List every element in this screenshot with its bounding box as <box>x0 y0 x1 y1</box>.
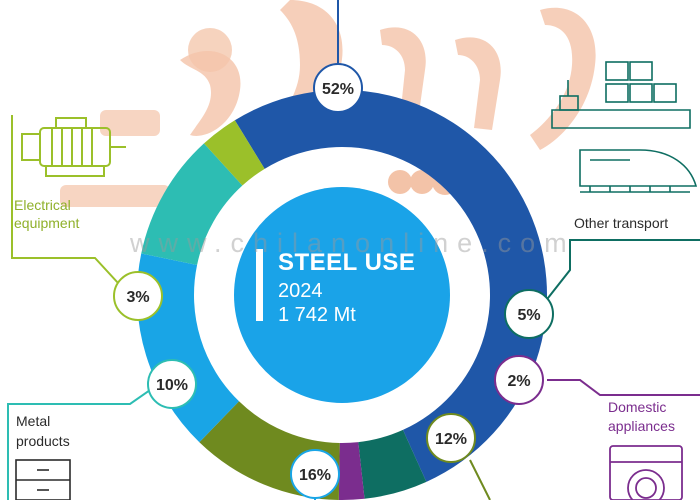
center-total: 1 742 Mt <box>278 304 356 326</box>
leader-line-2 <box>547 379 700 396</box>
bubbles: 52% 5% 2% 12% 16% 10% 3% <box>113 63 554 499</box>
value-label-10: 10% <box>156 377 188 394</box>
value-label-52: 52% <box>322 81 354 98</box>
category-label-domestic-2: appliances <box>608 418 675 434</box>
category-label-electrical-1: Electrical <box>14 197 71 213</box>
bubble-12: 12% <box>426 413 476 463</box>
value-label-12: 12% <box>435 431 467 448</box>
leader-line-12 <box>469 459 491 500</box>
bubble-5: 5% <box>504 289 554 339</box>
category-label-metal-2: products <box>16 433 70 449</box>
category-label-domestic-1: Domestic <box>608 399 666 415</box>
bubble-10: 10% <box>147 359 197 409</box>
value-label-5: 5% <box>517 307 540 324</box>
cabinet-icon <box>15 459 71 500</box>
value-label-16: 16% <box>299 467 331 484</box>
category-label-metal-1: Metal <box>16 413 50 429</box>
bubble-2: 2% <box>494 355 544 405</box>
ring-segment-10pct <box>141 143 243 266</box>
center-year: 2024 <box>278 280 323 302</box>
ring-segment-2pct <box>338 442 365 500</box>
category-label-other-transport: Other transport <box>574 215 668 231</box>
category-label-electrical-2: equipment <box>14 215 79 231</box>
motor-icon <box>21 117 126 177</box>
ring-segment-5pct <box>358 429 427 499</box>
value-label-3: 3% <box>126 289 149 306</box>
ring-segment-52pct <box>234 90 547 482</box>
watermark-text: www.chilanonline.com <box>129 228 576 258</box>
value-label-2: 2% <box>507 373 530 390</box>
bubble-52: 52% <box>313 63 363 113</box>
washing-machine-icon <box>609 445 683 500</box>
ship-icon <box>551 61 691 129</box>
bubble-3: 3% <box>113 271 163 321</box>
bubble-16: 16% <box>290 449 340 499</box>
center-title: STEEL USE <box>278 249 415 276</box>
center-circle <box>234 187 450 403</box>
ring-segment-3pct <box>203 120 265 186</box>
center-accent-bar <box>256 249 263 321</box>
train-icon <box>579 149 698 193</box>
